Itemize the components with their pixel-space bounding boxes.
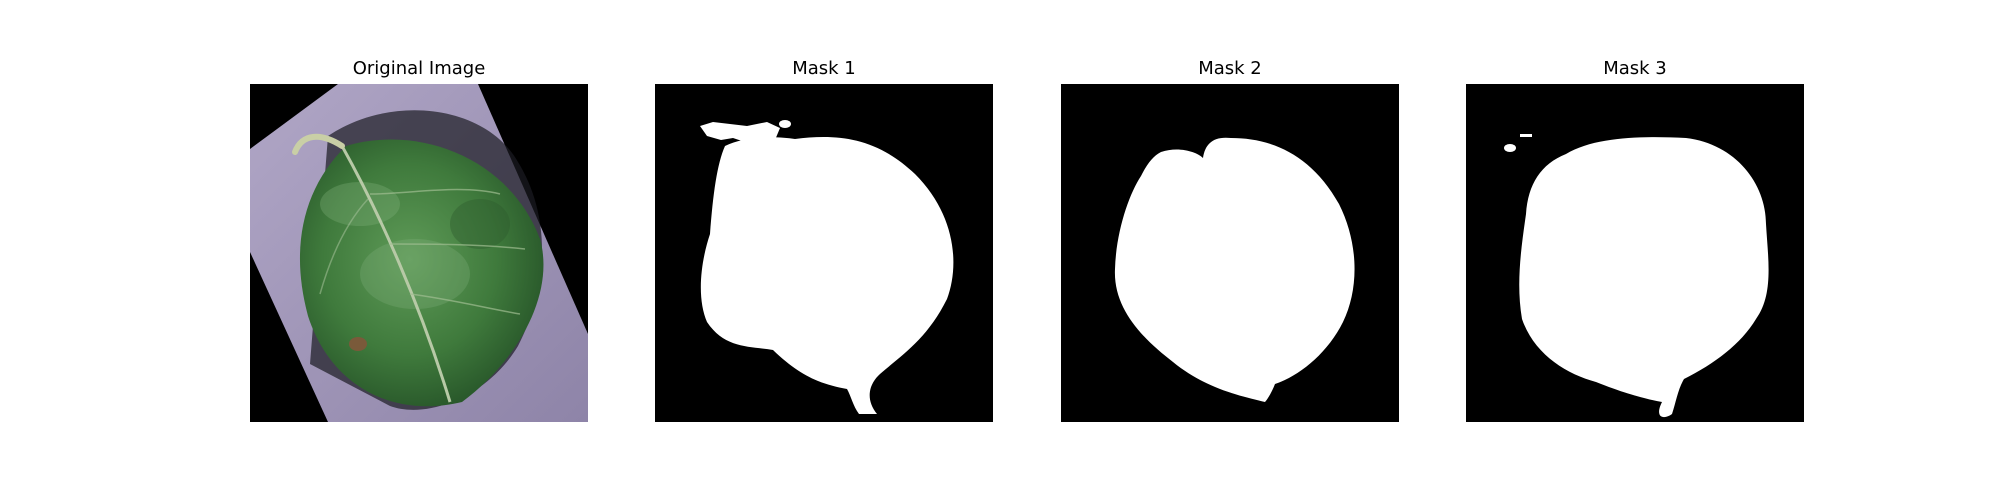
mask-2-image [1061,84,1399,422]
mask-1-image [655,84,993,422]
mask-3-image [1466,84,1804,422]
panel-title-mask-3: Mask 3 [1603,58,1667,79]
mask-1-panel [655,84,993,422]
mask-2-shape [1114,137,1355,403]
panel-title-mask-1: Mask 1 [792,58,856,79]
leaf-photo [250,84,588,422]
mask-2-panel [1061,84,1399,422]
mask-3-panel [1466,84,1804,422]
panel-title-original: Original Image [352,58,486,79]
mask-1-shape [700,137,954,414]
leaf-spot [349,337,367,351]
panel-title-mask-2: Mask 2 [1198,58,1262,79]
leaf-stem [292,134,345,155]
original-image-panel [250,84,588,422]
mask-3-shape [1519,137,1769,418]
